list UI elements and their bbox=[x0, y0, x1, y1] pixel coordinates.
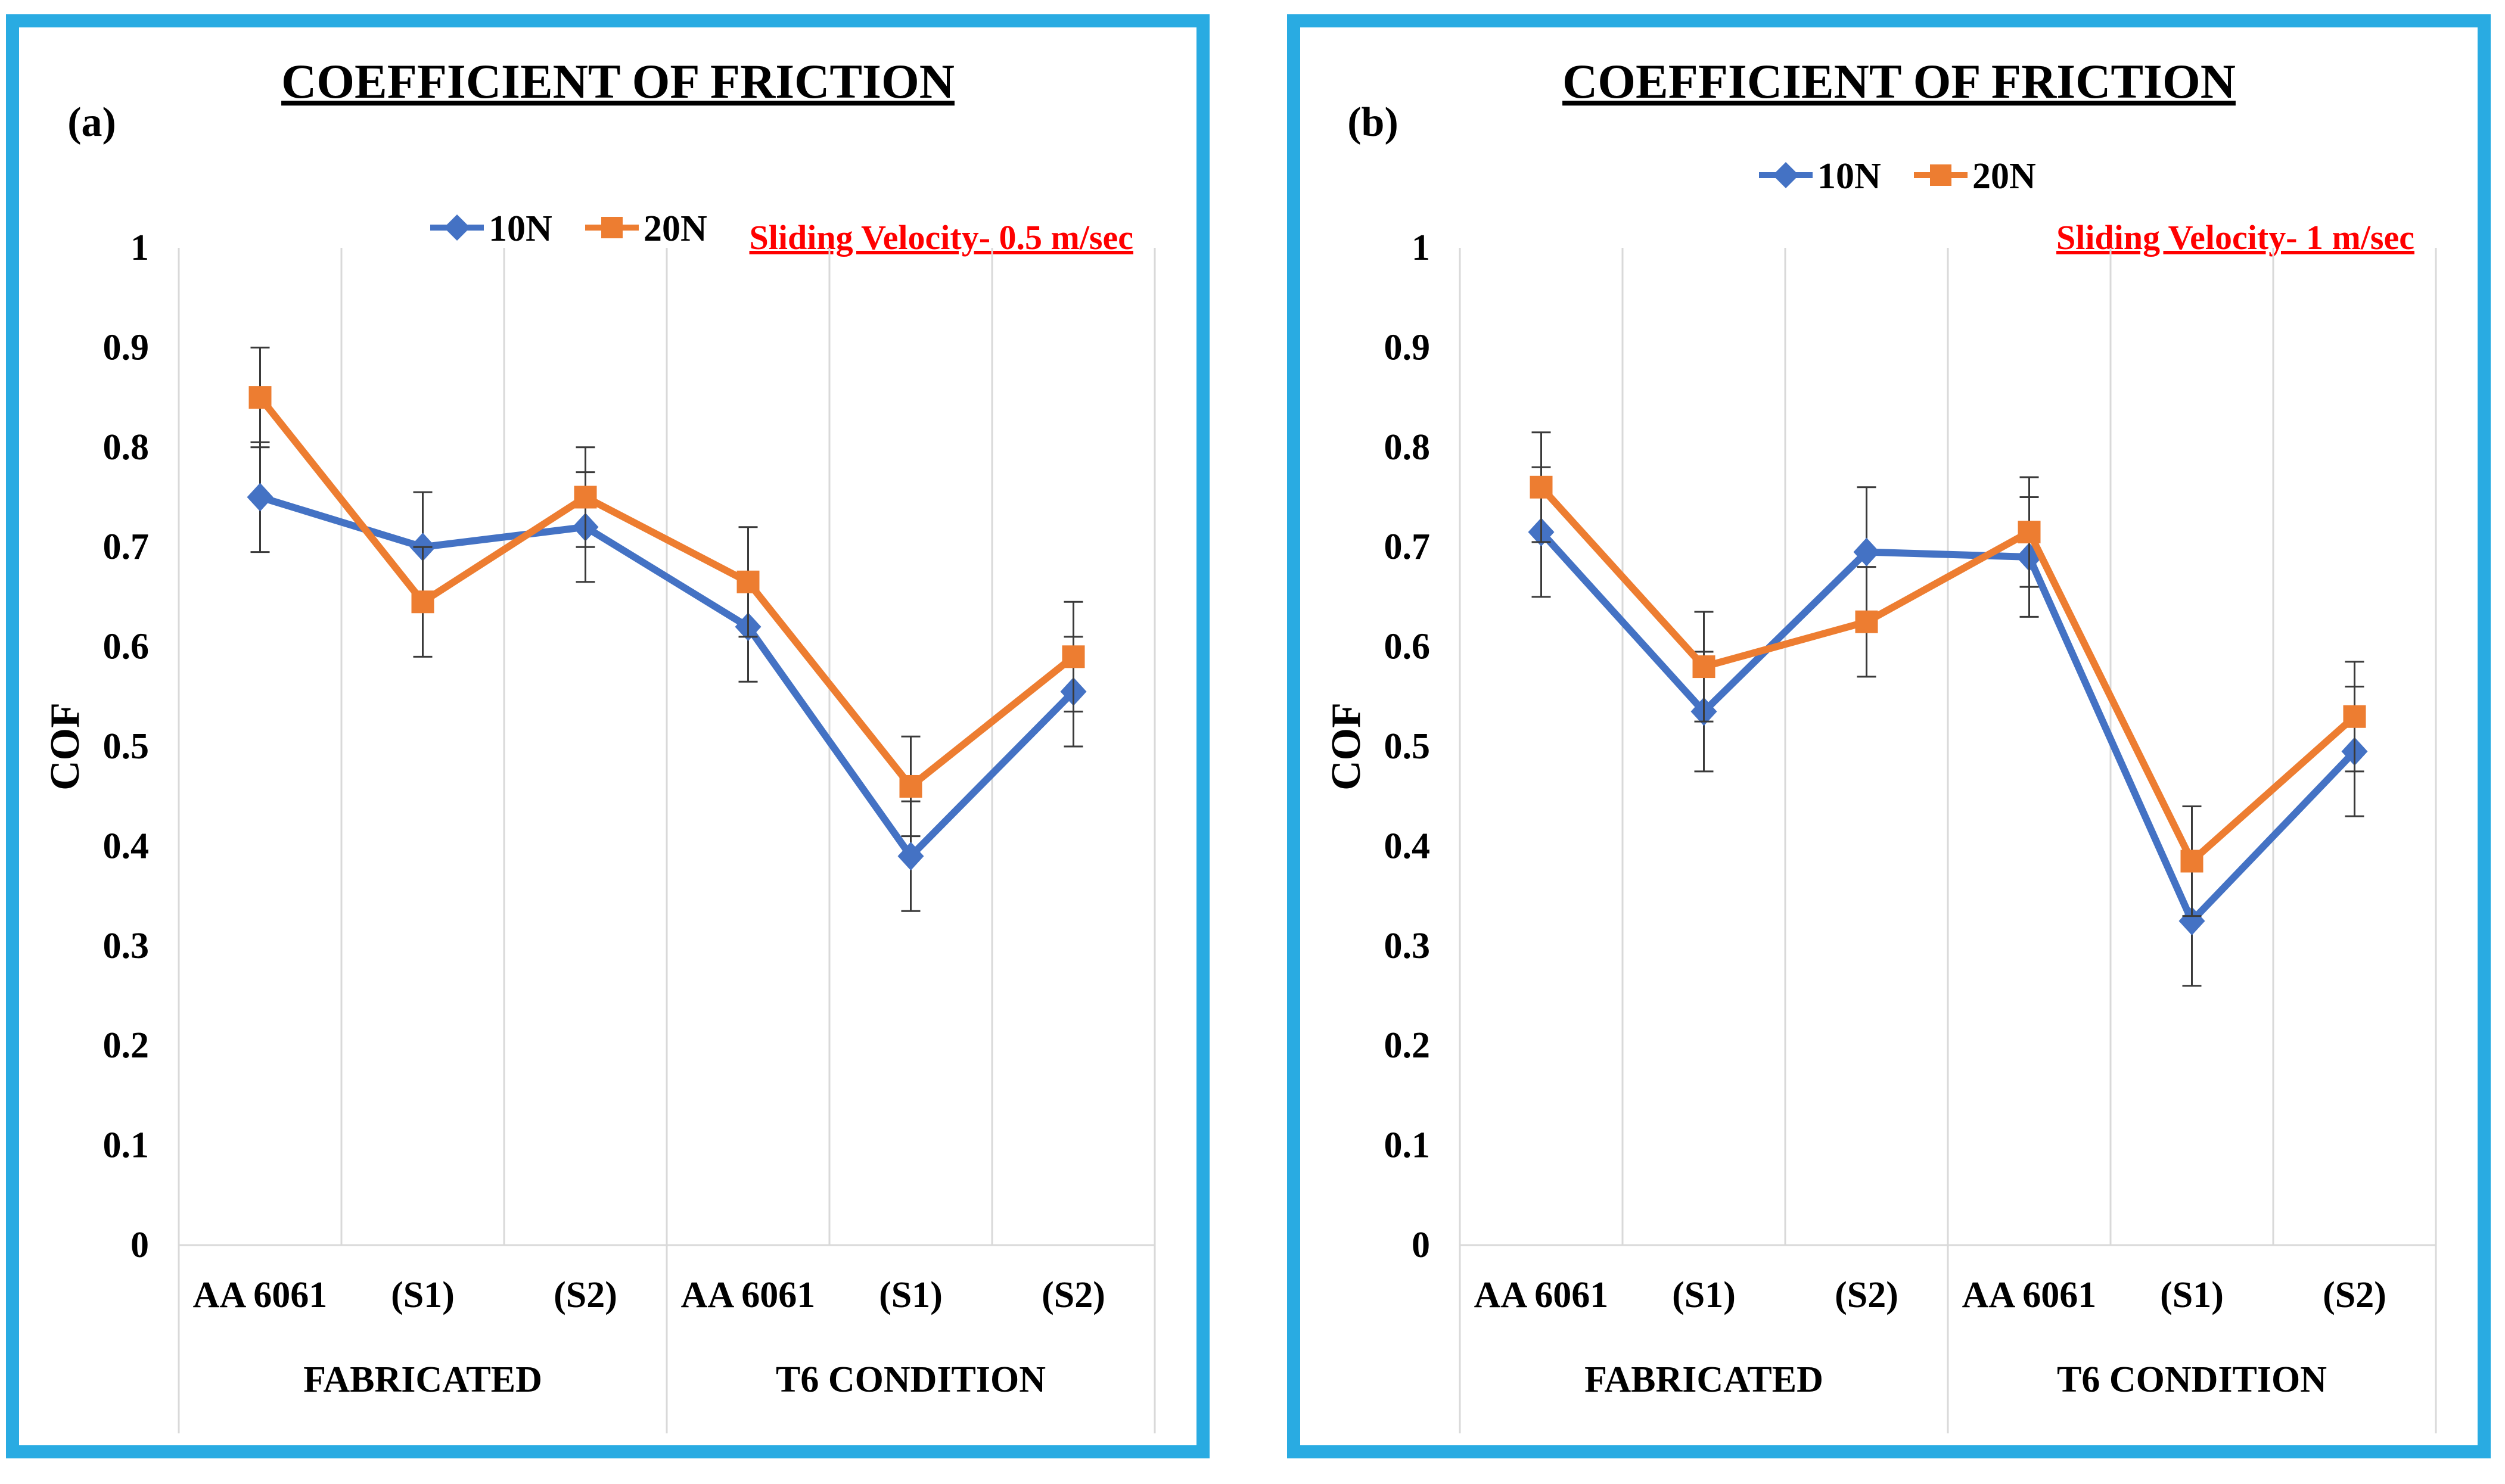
x-tick-label: AA 6061 bbox=[193, 1275, 328, 1315]
series-20n bbox=[1530, 431, 2366, 917]
chart-b-svg: COEFFICIENT OF FRICTION (b) 10N 20N Sliding … bbox=[1323, 54, 2437, 1433]
data-point-square bbox=[574, 486, 597, 509]
data-point-diamond bbox=[1853, 537, 1880, 567]
series-20n bbox=[248, 346, 1085, 838]
x-tick-label: (S1) bbox=[2160, 1275, 2224, 1315]
legend-label-20n: 20N bbox=[1972, 156, 2036, 197]
y-tick-label: 0.4 bbox=[103, 826, 150, 866]
y-tick-label: 0 bbox=[1412, 1225, 1430, 1265]
data-point-square bbox=[2180, 850, 2203, 873]
y-tick-label: 0.4 bbox=[1384, 826, 1431, 866]
y-tick-label: 0.3 bbox=[103, 926, 150, 966]
y-tick-label: 0.2 bbox=[1384, 1025, 1431, 1066]
series-line bbox=[257, 395, 1076, 790]
x-tick-label: (S2) bbox=[1042, 1275, 1105, 1315]
legend-label-20n: 20N bbox=[644, 209, 707, 249]
data-point-square bbox=[411, 590, 434, 614]
chart-title: COEFFICIENT OF FRICTION bbox=[1562, 54, 2236, 108]
data-point-diamond bbox=[2178, 906, 2205, 935]
x-group-label: FABRICATED bbox=[1584, 1359, 1823, 1400]
y-tick-label: 1 bbox=[130, 228, 149, 268]
data-point-square bbox=[899, 774, 922, 798]
y-tick-label: 0.8 bbox=[103, 427, 150, 468]
x-tick-label: (S2) bbox=[1835, 1275, 1898, 1315]
y-tick-label: 0.5 bbox=[1384, 726, 1431, 767]
x-tick-label: AA 6061 bbox=[681, 1275, 816, 1315]
data-point-square bbox=[1530, 475, 1553, 499]
panel-label: (a) bbox=[67, 99, 116, 145]
legend-label-10n: 10N bbox=[1817, 156, 1881, 197]
x-tick-label: AA 6061 bbox=[1962, 1275, 2097, 1315]
x-group-label: T6 CONDITION bbox=[2057, 1359, 2327, 1400]
data-point-square bbox=[248, 386, 272, 409]
x-tick-label: (S2) bbox=[2323, 1275, 2386, 1315]
x-tick-label: (S1) bbox=[879, 1275, 943, 1315]
x-tick-label: AA 6061 bbox=[1474, 1275, 1609, 1315]
data-point-square bbox=[1062, 645, 1085, 668]
legend-square-marker bbox=[1930, 164, 1951, 186]
y-tick-label: 0.9 bbox=[103, 327, 150, 368]
sliding-velocity-note: Sliding Velocity- 1 m/sec bbox=[2056, 218, 2414, 257]
x-tick-label: (S1) bbox=[1672, 1275, 1736, 1315]
chart-a-svg: COEFFICIENT OF FRICTION (a) 10N 20N Sliding … bbox=[42, 54, 1156, 1433]
x-tick-label: (S1) bbox=[391, 1275, 455, 1315]
y-axis-label: COF bbox=[42, 702, 88, 791]
legend-square-marker bbox=[601, 217, 623, 238]
panel-label: (b) bbox=[1347, 99, 1398, 145]
sliding-velocity-note: Sliding Velocity- 0.5 m/sec bbox=[750, 218, 1133, 257]
series-line bbox=[1539, 484, 2357, 865]
y-tick-label: 0.7 bbox=[1384, 527, 1431, 567]
data-point-square bbox=[2018, 521, 2041, 544]
legend-diamond-marker bbox=[1773, 162, 1799, 188]
y-tick-label: 1 bbox=[1412, 228, 1430, 268]
series-line bbox=[259, 493, 1076, 860]
y-tick-label: 0.1 bbox=[103, 1125, 150, 1166]
y-tick-label: 0.9 bbox=[1384, 327, 1431, 368]
y-tick-label: 0.7 bbox=[103, 527, 150, 567]
vertical-gridlines bbox=[178, 248, 1156, 1433]
y-tick-label: 0 bbox=[130, 1225, 149, 1265]
chart-title: COEFFICIENT OF FRICTION bbox=[281, 54, 955, 108]
x-tick-label: (S2) bbox=[554, 1275, 617, 1315]
y-tick-label: 0.6 bbox=[103, 627, 150, 667]
y-tick-label: 0.5 bbox=[103, 726, 150, 767]
y-axis-label: COF bbox=[1323, 702, 1369, 791]
vertical-gridlines bbox=[1459, 248, 2437, 1433]
y-tick-label: 0.3 bbox=[1384, 926, 1431, 966]
data-point-square bbox=[736, 570, 760, 593]
x-group-label: T6 CONDITION bbox=[776, 1359, 1046, 1400]
data-point-square bbox=[2343, 705, 2366, 728]
series-line bbox=[1539, 530, 2357, 925]
y-tick-label: 0.1 bbox=[1384, 1125, 1431, 1166]
y-tick-label: 0.8 bbox=[1384, 427, 1431, 468]
y-tick-label: 0.2 bbox=[103, 1025, 150, 1066]
data-point-diamond bbox=[247, 483, 274, 512]
legend: 10N 20N bbox=[430, 209, 707, 249]
legend: 10N 20N bbox=[1759, 156, 2036, 197]
data-point-square bbox=[1692, 655, 1715, 679]
data-point-square bbox=[1855, 610, 1878, 633]
legend-label-10n: 10N bbox=[489, 209, 552, 249]
y-tick-label: 0.6 bbox=[1384, 627, 1431, 667]
chart-panel-a: COEFFICIENT OF FRICTION (a) 10N 20N Sliding … bbox=[6, 14, 1210, 1458]
chart-panel-b: COEFFICIENT OF FRICTION (b) 10N 20N Sliding … bbox=[1287, 14, 2491, 1458]
legend-diamond-marker bbox=[444, 214, 470, 241]
series-10n bbox=[1528, 466, 2368, 987]
data-point-diamond bbox=[897, 842, 924, 871]
x-group-label: FABRICATED bbox=[303, 1359, 542, 1400]
